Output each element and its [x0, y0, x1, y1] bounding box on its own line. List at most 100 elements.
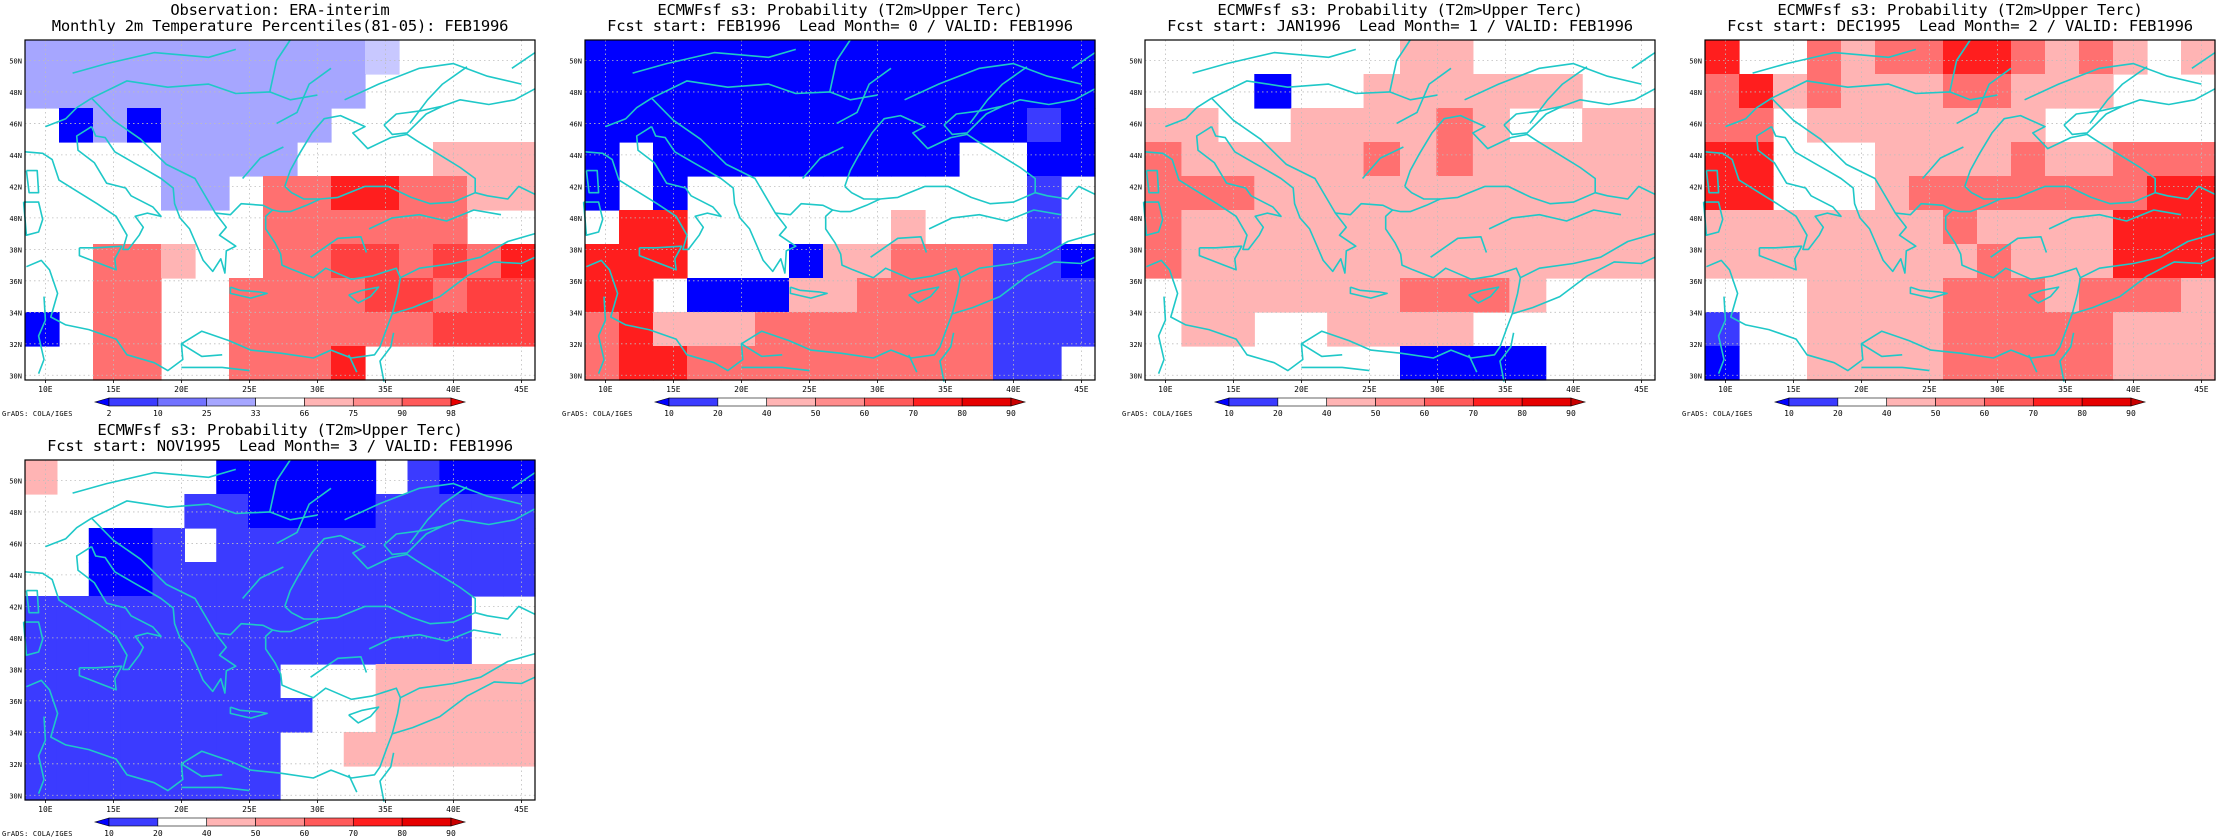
- coastline: [1430, 236, 1488, 258]
- grid-cell: [1909, 244, 1944, 279]
- grid-cell: [229, 40, 264, 75]
- grid-cell: [1027, 142, 1062, 177]
- coastline: [368, 209, 502, 230]
- grid-cell: [127, 244, 162, 279]
- grid-cell: [297, 312, 332, 347]
- coastline: [241, 146, 284, 180]
- grid-cell: [1290, 278, 1328, 313]
- grid-cell: [653, 346, 688, 381]
- grid-cell: [1875, 142, 1910, 177]
- colorbar-arrow-low: [93, 397, 110, 407]
- grid-cell: [184, 766, 217, 801]
- grid-cell: [152, 596, 185, 631]
- grid-cell: [1027, 210, 1062, 245]
- grid-cell: [1181, 312, 1219, 347]
- coastline: [1361, 146, 1404, 180]
- grid-cell: [263, 312, 298, 347]
- grid-cell: [857, 142, 892, 177]
- grid-cell: [1217, 210, 1255, 245]
- grid-cell: [2181, 278, 2216, 313]
- grid-cell: [56, 698, 90, 733]
- grid-cell: [1436, 312, 1474, 347]
- grid-cell: [399, 312, 434, 347]
- coastline: [272, 618, 321, 633]
- grid-cell: [1841, 210, 1876, 245]
- panel-title: Observation: ERA-interim: [170, 1, 390, 19]
- grid-cell: [161, 40, 196, 75]
- panel-title: ECMWFsf s3: Probability (T2m>Upper Terc): [1777, 1, 2143, 19]
- coastline: [400, 652, 536, 699]
- grid-cell: [503, 732, 536, 767]
- lon-tick-label: 45E: [514, 385, 529, 394]
- colorbar-segment: [157, 817, 208, 827]
- colorbar-label: 90: [2126, 409, 2136, 418]
- map-figure: 10E 15E 20E 25E 30E 35E 40E 45E 50N 48N 46N 44N 42N 4…: [569, 39, 1096, 418]
- grid-cell: [407, 460, 440, 495]
- lat-tick-label: 50N: [9, 477, 22, 485]
- grid-cell: [195, 142, 230, 177]
- coastline: [1529, 66, 1588, 124]
- grid-cell: [439, 528, 472, 563]
- grid-cell: [184, 596, 217, 631]
- grid-cell: [585, 142, 620, 177]
- grid-cell: [1977, 40, 2012, 75]
- grid-cell: [467, 278, 502, 313]
- grid-cell: [1977, 312, 2012, 347]
- colorbar-label: 80: [957, 409, 967, 418]
- coastline: [181, 366, 250, 372]
- coastline: [310, 236, 368, 258]
- grid-cell: [88, 698, 122, 733]
- grid-cell: [1705, 142, 1740, 177]
- lon-tick-label: 10E: [1158, 385, 1173, 394]
- grid-cell: [229, 142, 264, 177]
- coastline: [2027, 354, 2038, 373]
- colorbar-label: 40: [762, 409, 772, 418]
- grid-cell: [959, 312, 994, 347]
- grid-cell: [343, 460, 377, 495]
- grid-cell: [248, 460, 281, 495]
- colorbar-label: 20: [1833, 409, 1843, 418]
- grid-cell: [501, 244, 536, 279]
- grid-cell: [2079, 244, 2114, 279]
- grid-cell: [331, 312, 366, 347]
- grid-cell: [25, 40, 60, 75]
- grid-cell: [1545, 244, 1583, 279]
- colorbar-label: 50: [1371, 409, 1381, 418]
- coastline: [1964, 114, 2156, 205]
- colorbar-segment: [108, 397, 159, 407]
- grid-cell: [1582, 142, 1620, 177]
- grid-cell: [433, 278, 468, 313]
- grid-cell: [823, 278, 858, 313]
- grid-cell: [585, 108, 620, 143]
- coastline: [1705, 169, 1720, 194]
- coastline: [740, 343, 783, 358]
- grid-cell: [789, 312, 824, 347]
- colorbar-label: 2: [107, 409, 112, 418]
- grid-cell: [248, 698, 281, 733]
- grid-cell: [120, 766, 154, 801]
- grid-cell: [127, 108, 162, 143]
- grid-cell: [467, 142, 502, 177]
- grid-cell: [56, 766, 90, 801]
- grid-cell: [311, 528, 345, 563]
- grid-cell: [959, 244, 994, 279]
- coastlines: [582, 39, 1096, 382]
- coastline: [1157, 296, 1167, 374]
- coastline: [2048, 209, 2182, 230]
- grid-cell: [503, 460, 536, 495]
- colorbar-segment: [1788, 397, 1839, 407]
- grid-cell: [375, 562, 409, 597]
- grid-cell: [93, 346, 128, 381]
- grid-cell: [152, 698, 185, 733]
- colorbar-label: 50: [811, 409, 821, 418]
- grid-cell: [1807, 312, 1842, 347]
- lon-tick-label: 30E: [310, 805, 325, 814]
- grid-cell: [823, 142, 858, 177]
- grid-cell: [891, 142, 926, 177]
- grid-cell: [343, 494, 377, 529]
- colorbar-label: 98: [446, 409, 456, 418]
- coastline: [829, 39, 851, 93]
- coastline: [37, 716, 47, 794]
- grid-cell: [1254, 142, 1292, 177]
- grid-cell: [925, 74, 960, 109]
